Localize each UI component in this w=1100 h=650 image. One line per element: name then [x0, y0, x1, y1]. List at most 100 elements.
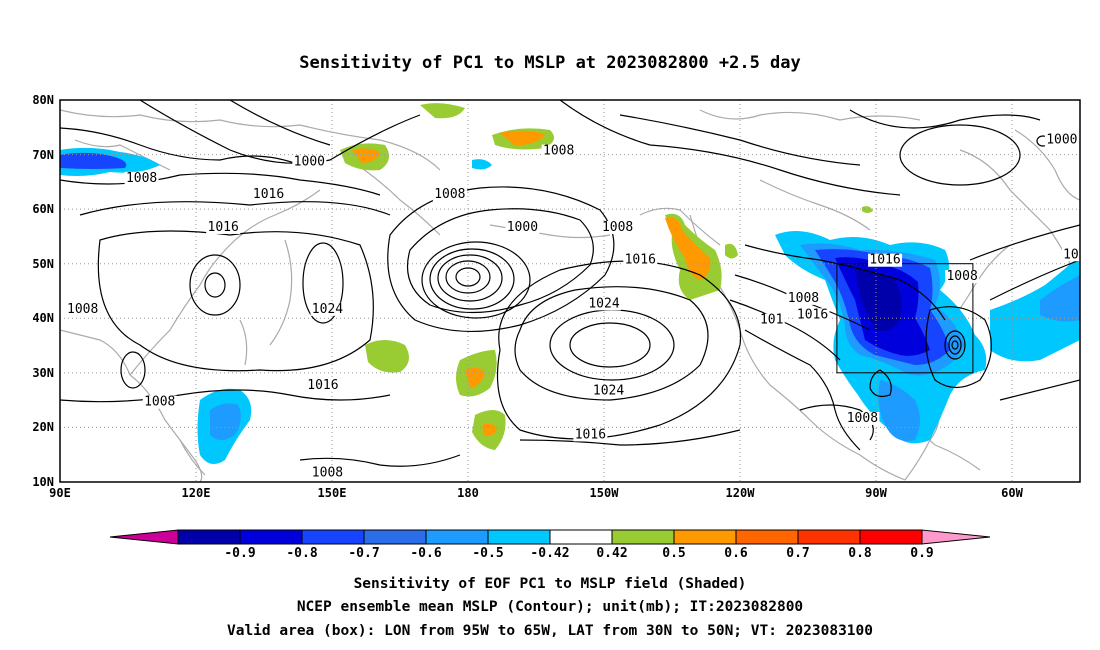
lat-label-80n: 80N: [32, 93, 54, 107]
colorbar-label: -0.42: [530, 546, 569, 561]
contour-label-bg: [573, 428, 608, 442]
contour-label: 1016: [869, 253, 900, 268]
contour-label-bg: [310, 466, 345, 480]
caption-line-2: NCEP ensemble mean MSLP (Contour); unit(…: [297, 599, 803, 615]
positive-region-4-core: [665, 217, 711, 280]
contour-label: 1000: [294, 154, 325, 169]
colorbar-label: 0.9: [910, 546, 933, 561]
colorbar-swatch: [239, 529, 303, 545]
map-frame: [59, 99, 1081, 483]
contour-label: 1008: [67, 302, 98, 317]
contour-label-bg: [1044, 133, 1079, 147]
contour-label-bg: [758, 313, 785, 327]
contour-label-bg: [1061, 248, 1080, 262]
lat-label-10n: 10N: [32, 475, 54, 489]
contour-label: 1008: [788, 291, 819, 306]
valid-area-box: [836, 263, 974, 374]
negative-region-east: [990, 255, 1080, 362]
colorbar-swatch: [363, 529, 427, 545]
contour-label-bg: [124, 171, 159, 185]
contour-label: 10: [1063, 247, 1079, 262]
contour-label-bg: [591, 384, 626, 398]
caption-line-1: Sensitivity of EOF PC1 to MSLP field (Sh…: [354, 576, 747, 592]
contour-label-bg: [65, 302, 100, 316]
lat-label-20n: 20N: [32, 420, 54, 434]
colorbar-label: 0.6: [724, 546, 748, 561]
lat-label-40n: 40N: [32, 311, 54, 325]
lat-label-50n: 50N: [32, 257, 54, 271]
positive-region-3: [420, 103, 465, 119]
contour-label: 1016: [208, 220, 239, 235]
colorbar-swatch: [611, 529, 675, 545]
colorbar-swatch: [301, 529, 365, 545]
contour-label: 1016: [575, 427, 606, 442]
colorbar-low-triangle: [109, 529, 179, 545]
positive-region-1-core: [352, 148, 380, 163]
contour-label-bg: [251, 188, 286, 202]
map-title: Sensitivity of PC1 to MSLP at 2023082800…: [299, 53, 801, 73]
contour-label-bg: [142, 395, 177, 409]
colorbar-label: -0.8: [286, 546, 317, 561]
contour-label: 1008: [312, 466, 343, 481]
positive-small-2: [862, 206, 873, 213]
colorbar-label: -0.7: [348, 546, 379, 561]
contour-label-bg: [623, 253, 658, 267]
negative-region-arctic-core: [60, 152, 127, 169]
lat-axis: 10N 20N 30N 40N 50N 60N 70N 80N: [32, 93, 54, 489]
lon-label-120e: 120E: [182, 486, 211, 500]
positive-small-1: [725, 243, 738, 259]
contour-label: 1016: [307, 378, 338, 393]
colorbar-swatch: [673, 529, 737, 545]
contour-label: 1000: [507, 220, 538, 235]
contour-label-bg: [868, 253, 903, 267]
colorbar-swatch: [735, 529, 799, 545]
lat-label-70n: 70N: [32, 148, 54, 162]
contour-label: 1016: [797, 307, 828, 322]
contour-label-bg: [432, 188, 467, 202]
positive-region-5: [365, 340, 409, 373]
lon-label-90w: 90W: [865, 486, 887, 500]
contour-label: 1000: [1046, 133, 1077, 148]
contour-label-bg: [786, 291, 821, 305]
lat-label-30n: 30N: [32, 366, 54, 380]
negative-region-wpac-core: [210, 403, 241, 440]
colorbar-label: -0.9: [224, 546, 255, 561]
caption-line-3: Valid area (box): LON from 95W to 65W, L…: [227, 623, 873, 639]
colorbar-label: -0.5: [472, 546, 503, 561]
contour-label-bg: [206, 220, 241, 234]
colorbar-high-triangle: [921, 529, 991, 545]
contour-label: 1008: [144, 395, 175, 410]
colorbar-swatch: [177, 529, 241, 545]
positive-region-2-core: [500, 130, 545, 146]
colorbar-swatch: [797, 529, 861, 545]
contour-label: 1016: [253, 187, 284, 202]
contour-label: 1024: [312, 302, 343, 317]
contour-label: 1008: [126, 171, 157, 186]
contour-label: 1024: [588, 296, 619, 311]
contour-label: 1024: [593, 384, 624, 399]
contour-label-bg: [845, 411, 880, 425]
colorbar: -0.9 -0.8 -0.7 -0.6 -0.5 -0.42 0.42 0.5 0.6 0.7 0.…: [109, 529, 991, 561]
contour-label: 1008: [543, 144, 574, 159]
colorbar-swatch: [487, 529, 551, 545]
mslp-contours: [60, 100, 1080, 467]
colorbar-label: 0.8: [848, 546, 872, 561]
contour-label-bg: [305, 379, 340, 393]
contour-label-bg: [795, 308, 830, 322]
negative-core-4: [855, 269, 902, 332]
lon-label-150e: 150E: [318, 486, 347, 500]
colorbar-label: 0.42: [596, 546, 627, 561]
contour-label: 101: [760, 313, 783, 328]
contour-label-bg: [292, 155, 327, 169]
contour-label: 1008: [946, 269, 977, 284]
contour-label: 1008: [602, 220, 633, 235]
lon-label-180: 180: [457, 486, 479, 500]
contour-label: 1008: [434, 187, 465, 202]
contour-label-bg: [541, 144, 576, 158]
colorbar-label: 0.5: [662, 546, 685, 561]
colorbar-swatch: [549, 529, 613, 545]
contour-label-bg: [505, 220, 540, 234]
